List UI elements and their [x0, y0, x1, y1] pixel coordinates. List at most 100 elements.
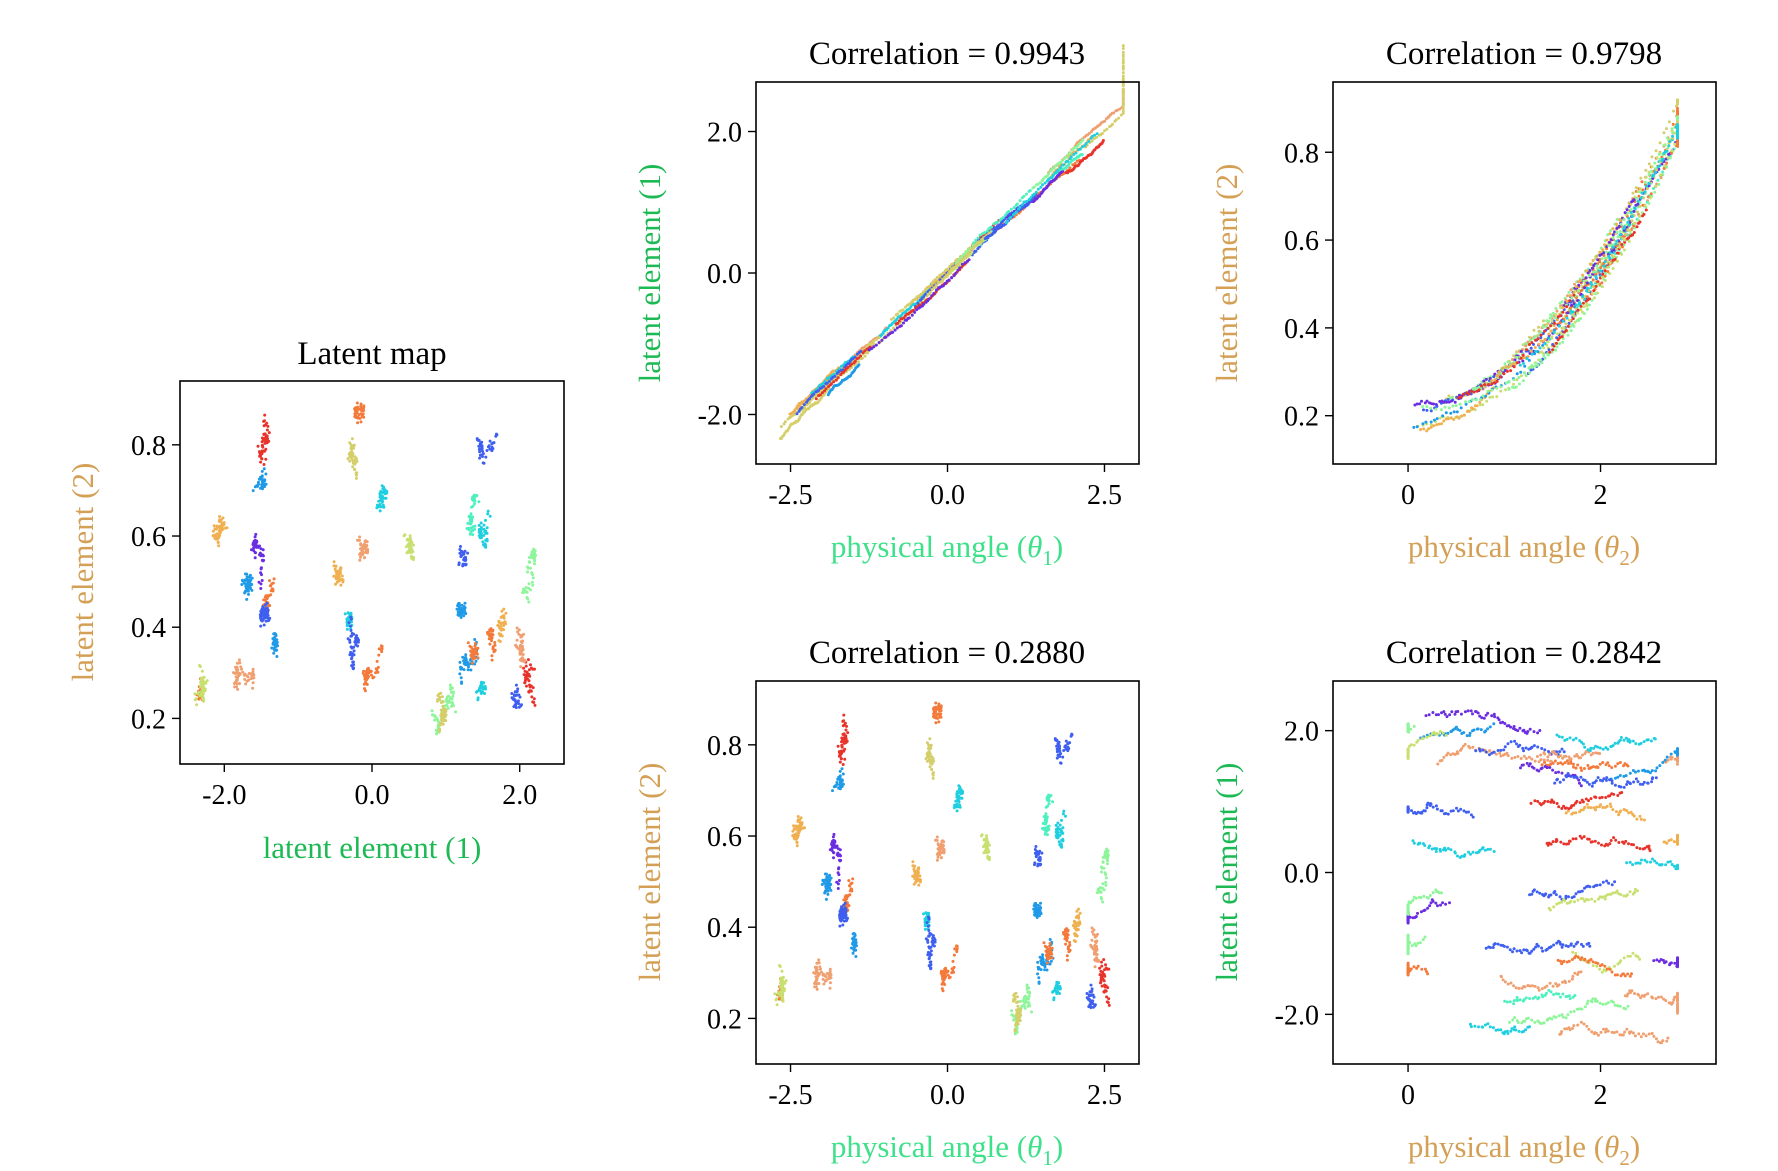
- data-point: [1041, 963, 1044, 966]
- data-point: [1122, 65, 1125, 68]
- data-point: [1605, 239, 1608, 242]
- data-point: [261, 480, 264, 483]
- data-point: [476, 656, 479, 659]
- data-point: [433, 719, 436, 722]
- data-point: [928, 285, 931, 288]
- data-point: [356, 421, 359, 424]
- data-point: [1559, 314, 1562, 317]
- data-point: [244, 573, 247, 576]
- data-point: [197, 698, 200, 701]
- data-point: [1526, 357, 1529, 360]
- data-point: [1575, 303, 1578, 306]
- x-axis-label: physical angle (θ1): [831, 529, 1063, 570]
- data-point: [1103, 979, 1106, 982]
- data-point: [458, 609, 461, 612]
- data-point: [800, 406, 803, 409]
- data-point: [1106, 1000, 1109, 1003]
- data-point: [990, 226, 993, 229]
- data-point: [1554, 307, 1557, 310]
- data-point: [476, 698, 479, 701]
- data-point: [342, 579, 345, 582]
- data-point: [1088, 998, 1091, 1001]
- data-point: [463, 657, 466, 660]
- data-point: [1569, 319, 1572, 322]
- data-point: [268, 431, 271, 434]
- data-point: [1612, 267, 1615, 270]
- data-point: [484, 456, 487, 459]
- data-point: [248, 580, 251, 583]
- data-point: [258, 581, 261, 584]
- data-point: [1112, 112, 1115, 115]
- data-point: [1105, 128, 1108, 131]
- data-point: [365, 678, 368, 681]
- data-point: [1450, 416, 1453, 419]
- data-point: [1629, 229, 1632, 232]
- data-point: [926, 913, 929, 916]
- data-point: [476, 647, 479, 650]
- data-point: [1478, 388, 1481, 391]
- data-point: [241, 580, 244, 583]
- data-point: [869, 342, 872, 345]
- data-point: [529, 689, 532, 692]
- data-point: [274, 643, 277, 646]
- data-point: [259, 587, 262, 590]
- data-point: [526, 597, 529, 600]
- data-point: [1101, 132, 1104, 135]
- data-point: [244, 683, 247, 686]
- y-axis-label: latent element (1): [632, 164, 667, 383]
- data-point: [492, 650, 495, 653]
- data-point: [491, 629, 494, 632]
- data-point: [942, 272, 945, 275]
- data-point: [1463, 414, 1466, 417]
- data-point: [500, 616, 503, 619]
- data-point: [362, 670, 365, 673]
- data-point: [254, 556, 257, 559]
- data-point: [365, 544, 368, 547]
- data-point: [1528, 359, 1531, 362]
- data-point: [528, 582, 531, 585]
- data-point: [1655, 149, 1658, 152]
- data-point: [1075, 152, 1078, 155]
- data-point: [534, 704, 537, 707]
- data-point: [339, 584, 342, 587]
- data-point: [1579, 279, 1582, 282]
- data-point: [1010, 1009, 1013, 1012]
- data-point: [1605, 251, 1608, 254]
- data-point: [793, 413, 796, 416]
- data-point: [1100, 976, 1103, 979]
- data-point: [1647, 182, 1650, 185]
- data-point: [1515, 386, 1518, 389]
- data-point: [470, 512, 473, 515]
- data-point: [480, 454, 483, 457]
- data-point: [1566, 300, 1569, 303]
- data-point: [1520, 374, 1523, 377]
- data-point: [1102, 861, 1105, 864]
- data-point: [462, 609, 465, 612]
- data-point: [1488, 396, 1491, 399]
- data-point: [822, 385, 825, 388]
- data-point: [1036, 961, 1039, 964]
- data-point: [480, 444, 483, 447]
- data-point: [367, 668, 370, 671]
- data-point: [1508, 381, 1511, 384]
- data-point: [1596, 258, 1599, 261]
- data-point: [1081, 153, 1084, 156]
- data-point: [260, 457, 263, 460]
- data-point: [1442, 401, 1445, 404]
- data-point: [1027, 1005, 1030, 1008]
- data-point: [1562, 306, 1565, 309]
- data-point: [1519, 371, 1522, 374]
- data-point: [440, 701, 443, 704]
- data-point: [1445, 401, 1448, 404]
- data-point: [837, 873, 840, 876]
- data-point: [1648, 173, 1651, 176]
- data-point: [1667, 144, 1670, 147]
- data-point: [1485, 400, 1488, 403]
- data-point: [934, 721, 937, 724]
- data-point: [1676, 137, 1679, 140]
- data-point: [1618, 246, 1621, 249]
- data-point: [213, 524, 216, 527]
- data-point: [1563, 326, 1566, 329]
- data-point: [1561, 300, 1564, 303]
- data-point: [1037, 188, 1040, 191]
